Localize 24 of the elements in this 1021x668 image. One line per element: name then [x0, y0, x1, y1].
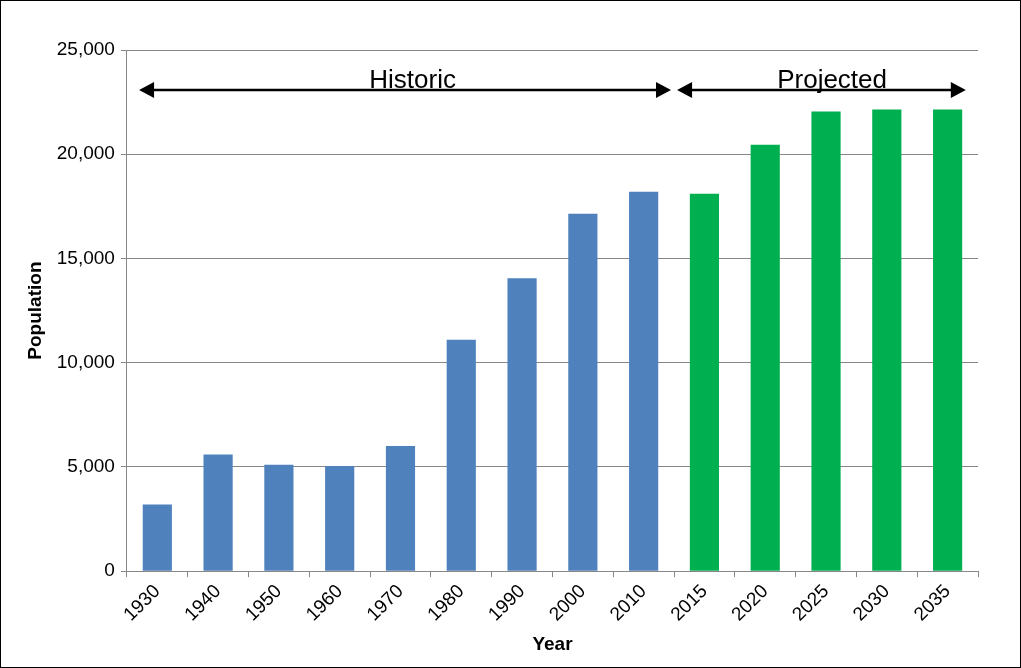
bar [446, 339, 476, 571]
bar [385, 446, 416, 571]
bar [689, 193, 720, 571]
bar [568, 213, 598, 571]
bar [264, 464, 294, 571]
y-tick-label: 15,000 [56, 246, 115, 268]
bar [507, 278, 537, 571]
y-tick-label: 0 [104, 559, 115, 581]
bar [872, 109, 902, 571]
y-axis-title: Population [23, 261, 45, 360]
y-tick-label: 25,000 [56, 38, 115, 60]
bar [750, 144, 780, 571]
bar [203, 454, 233, 571]
annotation: Historic [369, 64, 456, 94]
annotation: Projected [777, 64, 888, 94]
bar [629, 191, 659, 571]
bar [811, 111, 841, 571]
y-tick-label: 5,000 [67, 455, 115, 477]
y-tick-label: 20,000 [56, 142, 115, 164]
bar [933, 109, 963, 571]
bar [142, 504, 172, 571]
y-tick-label: 10,000 [56, 350, 115, 372]
bar [325, 465, 355, 571]
x-axis-title: Year [532, 632, 574, 654]
